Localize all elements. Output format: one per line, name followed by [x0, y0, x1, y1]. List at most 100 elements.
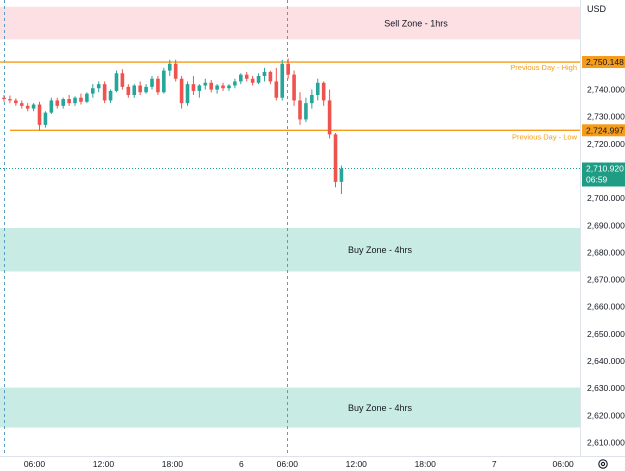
candle-body	[79, 97, 83, 102]
level-price-tag[interactable]	[582, 56, 625, 69]
candle-body	[268, 71, 273, 82]
countdown-label: 06:59	[586, 175, 608, 185]
zone-label: Sell Zone - 1hrs	[384, 19, 448, 29]
level-label: Previous Day - Low	[512, 132, 578, 141]
candle-body	[85, 93, 89, 102]
candle-body	[191, 84, 196, 91]
candle-body	[304, 103, 308, 120]
session-breaks-layer	[4, 0, 288, 456]
candle-body	[61, 99, 65, 106]
level-price-tag-label: 2,724.997	[586, 125, 624, 135]
candle-body	[2, 97, 6, 100]
time-tick-label: 6	[239, 459, 244, 469]
candle-body	[327, 100, 332, 135]
candle-body	[321, 82, 326, 101]
current-price-tag-label: 2,710.920	[586, 164, 624, 174]
candle-body	[209, 82, 213, 90]
candle-body	[150, 78, 154, 87]
candle-body	[31, 104, 36, 109]
time-tick-label: 18:00	[415, 459, 437, 469]
price-tick-label: 2,640.000	[587, 356, 625, 366]
price-axis[interactable]: USD 2,610.000 2,620.000 2,630.000 2,640.000…	[580, 0, 625, 456]
price-tick-label: 2,620.000	[587, 410, 625, 420]
candle-body	[310, 95, 314, 104]
candle-body	[274, 81, 279, 98]
candle-body	[167, 63, 172, 71]
candle-body	[233, 81, 237, 86]
levels-layer: Previous Day - High Previous Day - Low	[0, 61, 580, 141]
currency-label[interactable]: USD	[587, 4, 607, 14]
level-price-tag[interactable]	[582, 124, 625, 137]
candle-body	[14, 100, 18, 104]
time-axis[interactable]: 06:00 12:00 18:00 6 06:00 12:00 18:00 7 06:00	[0, 456, 625, 470]
candle-body	[280, 63, 285, 98]
price-tick-label: 2,630.000	[587, 383, 625, 393]
candle-body	[256, 76, 261, 83]
price-tick-label: 2,730.000	[587, 112, 625, 122]
candle-body	[43, 112, 48, 125]
candle-body	[49, 100, 54, 113]
candle-body	[162, 70, 166, 93]
candle-body	[315, 82, 320, 95]
candle-body	[262, 71, 267, 76]
candle-body	[244, 74, 249, 79]
buy-zone-2[interactable]	[0, 387, 580, 428]
candle-body	[203, 82, 208, 86]
candle-body	[67, 99, 71, 104]
zone-label: Buy Zone - 4hrs	[348, 245, 413, 255]
price-tick-label: 2,650.000	[587, 329, 625, 339]
candle-body	[126, 86, 131, 95]
time-axis-ticks: 06:00 12:00 18:00 6 06:00 12:00 18:00 7 06:00	[24, 459, 574, 469]
price-tick-label: 2,700.000	[587, 193, 625, 203]
candle-body	[215, 85, 219, 90]
price-axis-ticks: 2,610.000 2,620.000 2,630.000 2,640.000 2,65…	[587, 85, 625, 448]
candle-body	[96, 84, 101, 89]
candle-body	[298, 100, 302, 120]
candle-body	[156, 78, 160, 93]
gear-icon[interactable]	[598, 459, 608, 469]
candle-body	[138, 85, 142, 93]
price-tick-label: 2,690.000	[587, 220, 625, 230]
price-tick-label: 2,720.000	[587, 139, 625, 149]
candle-body	[250, 78, 255, 83]
candle-body	[73, 97, 77, 104]
candle-body	[179, 78, 184, 104]
price-tick-label: 2,680.000	[587, 247, 625, 257]
candle-body	[8, 99, 12, 101]
sell-zone-0[interactable]	[0, 6, 580, 40]
candle-body	[185, 84, 190, 104]
level-price-tag-label: 2,750.148	[586, 57, 624, 67]
time-tick-label: 06:00	[277, 459, 299, 469]
candle-body	[55, 100, 60, 106]
candle-body	[132, 85, 137, 95]
time-tick-label: 12:00	[346, 459, 368, 469]
candle-body	[292, 74, 296, 101]
time-tick-label: 7	[492, 459, 497, 469]
level-label: Previous Day - High	[510, 63, 577, 72]
zones-layer: Sell Zone - 1hrs Buy Zone - 4hrs Buy Zone …	[0, 6, 580, 428]
candle-body	[114, 73, 119, 91]
time-tick-label: 06:00	[553, 459, 575, 469]
price-tick-label: 2,610.000	[587, 437, 625, 447]
time-tick-label: 06:00	[24, 459, 46, 469]
time-tick-label: 12:00	[93, 459, 115, 469]
price-tick-label: 2,660.000	[587, 302, 625, 312]
buy-zone-1[interactable]	[0, 228, 580, 272]
candle-body	[37, 104, 42, 125]
candle-body	[19, 103, 24, 106]
candle-body	[197, 85, 202, 91]
zone-label: Buy Zone - 4hrs	[348, 403, 413, 413]
price-tick-label: 2,670.000	[587, 275, 625, 285]
candle-body	[120, 73, 125, 87]
candle-body	[239, 74, 243, 82]
candle-body	[25, 105, 30, 109]
time-tick-label: 18:00	[162, 459, 184, 469]
candle-body	[286, 63, 290, 75]
candle-body	[339, 168, 344, 182]
candle-body	[227, 85, 231, 89]
current-price-tag[interactable]	[582, 162, 625, 187]
candle-body	[333, 134, 338, 182]
candle-body	[144, 86, 148, 93]
